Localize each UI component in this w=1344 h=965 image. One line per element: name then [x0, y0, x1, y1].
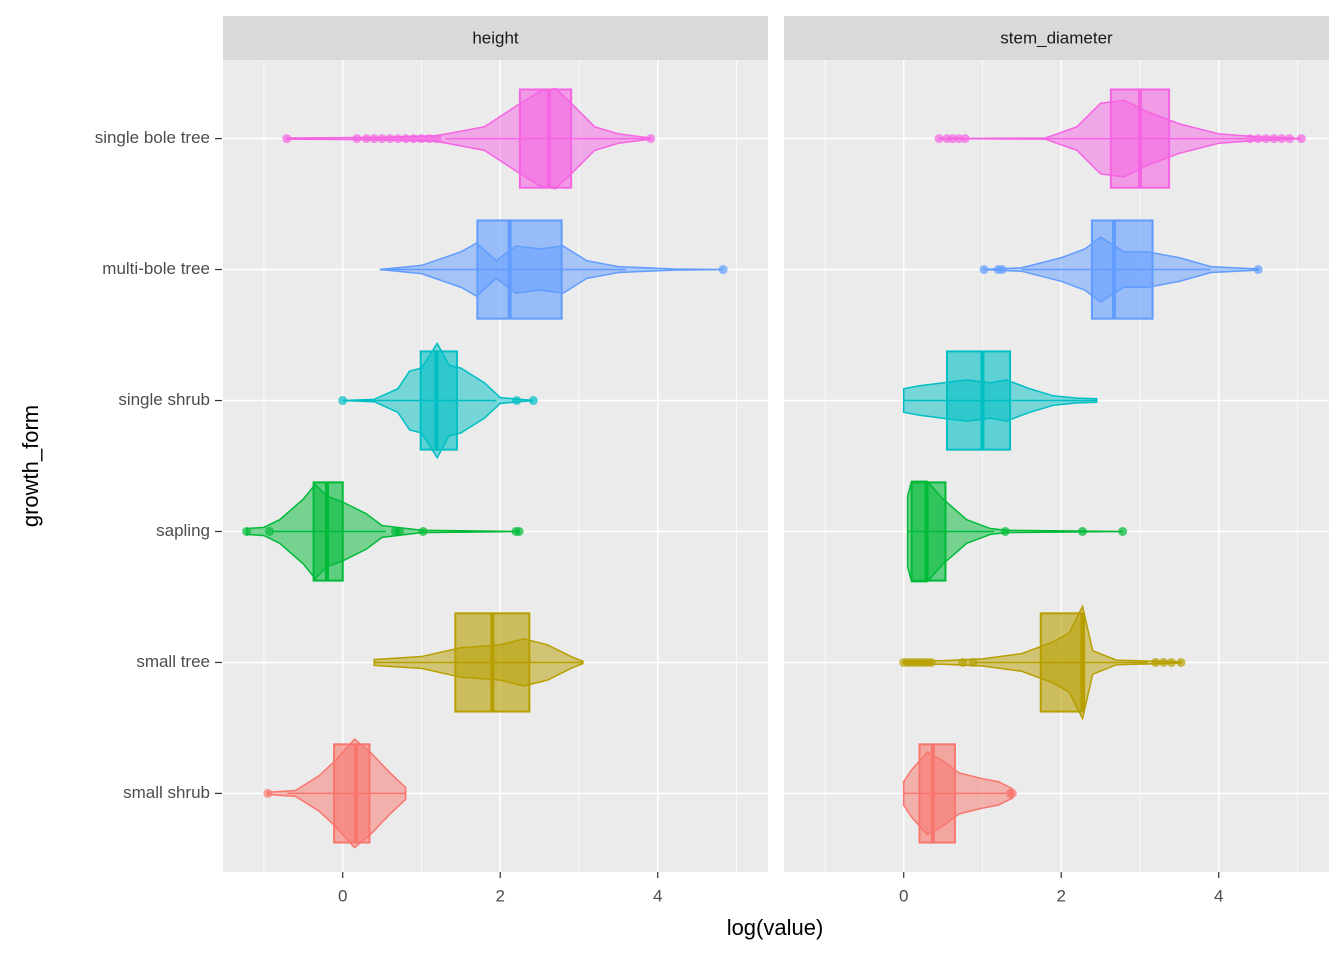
outlier	[418, 526, 428, 536]
outlier	[385, 134, 395, 144]
outlier	[968, 657, 978, 667]
x-tick-label: 4	[1214, 886, 1223, 905]
outlier	[394, 526, 404, 536]
outlier	[369, 134, 379, 144]
outlier	[424, 134, 434, 144]
strip-label: stem_diameter	[1000, 28, 1113, 47]
outlier	[432, 134, 442, 144]
outlier	[934, 134, 944, 144]
y-tick-label: small shrub	[123, 783, 210, 802]
outlier	[1253, 134, 1263, 144]
y-tick-label: single bole tree	[95, 128, 210, 147]
outlier	[264, 526, 274, 536]
outlier	[1261, 134, 1271, 144]
x-tick-label: 0	[899, 886, 908, 905]
outlier	[528, 396, 538, 406]
y-tick-label: sapling	[156, 521, 210, 540]
box	[946, 350, 1012, 451]
outlier	[997, 265, 1007, 275]
box	[1090, 219, 1154, 320]
outlier	[1151, 657, 1161, 667]
outlier	[1245, 134, 1255, 144]
outlier	[352, 134, 362, 144]
outlier	[242, 526, 252, 536]
y-axis-title: growth_form	[18, 405, 43, 527]
outlier	[263, 788, 273, 798]
outlier	[1000, 526, 1010, 536]
outlier	[958, 657, 968, 667]
outlier	[948, 134, 958, 144]
box	[1039, 612, 1086, 713]
y-tick-label: small tree	[136, 652, 210, 671]
outlier	[1253, 265, 1263, 275]
x-tick-label: 0	[338, 886, 347, 905]
outlier	[1159, 657, 1169, 667]
x-axis-title: log(value)	[727, 915, 824, 940]
outlier	[1176, 657, 1186, 667]
outlier	[1118, 526, 1128, 536]
box	[476, 219, 563, 320]
strip-label: height	[472, 28, 519, 47]
panel	[784, 60, 1329, 872]
panel	[223, 60, 768, 872]
outlier	[416, 134, 426, 144]
outlier	[282, 134, 292, 144]
x-tick-label: 2	[1056, 886, 1065, 905]
outlier	[409, 134, 419, 144]
outlier	[377, 134, 387, 144]
outlier	[361, 134, 371, 144]
outlier	[718, 265, 728, 275]
box	[419, 350, 458, 451]
outlier	[1285, 134, 1295, 144]
y-tick-label: single shrub	[118, 390, 210, 409]
box	[333, 743, 371, 844]
outlier	[393, 134, 403, 144]
outlier	[979, 265, 989, 275]
outlier	[1269, 134, 1279, 144]
outlier	[646, 134, 656, 144]
outlier	[926, 657, 936, 667]
outlier	[401, 134, 411, 144]
x-tick-label: 2	[495, 886, 504, 905]
outlier	[954, 134, 964, 144]
outlier	[338, 396, 348, 406]
outlier	[960, 134, 970, 144]
strip	[223, 16, 768, 60]
outlier	[1007, 788, 1017, 798]
outlier	[1166, 657, 1176, 667]
outlier	[514, 526, 524, 536]
outlier	[1277, 134, 1287, 144]
outlier	[512, 396, 522, 406]
y-tick-label: multi-bole tree	[102, 259, 210, 278]
x-tick-label: 4	[653, 886, 662, 905]
outlier	[1077, 526, 1087, 536]
strip	[784, 16, 1329, 60]
outlier	[1296, 134, 1306, 144]
box	[518, 88, 573, 189]
box	[918, 743, 956, 844]
